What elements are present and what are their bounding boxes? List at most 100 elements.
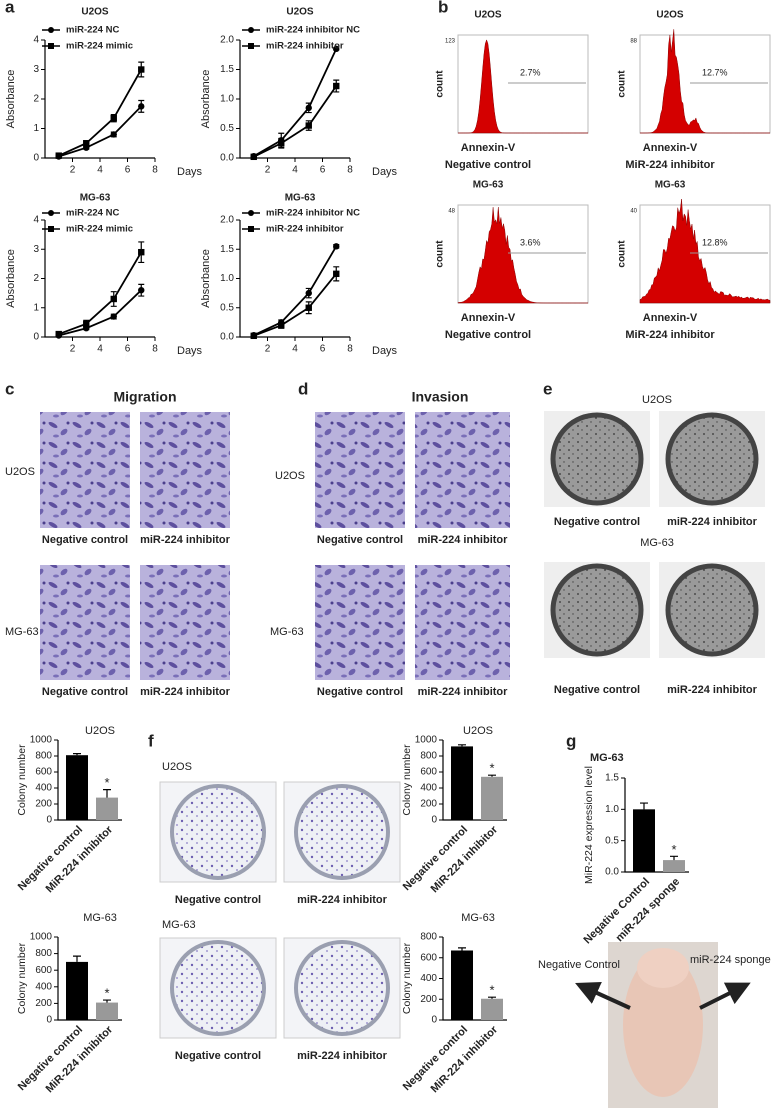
caption: miR-224 inhibitor [667,684,758,696]
chart-title: MG-63 [285,193,316,204]
error-bar [458,744,466,747]
row-label: MG-63 [270,626,304,638]
flow-top-tick: 123 [445,39,456,45]
panel-label: c [5,379,14,398]
legend-marker [248,210,254,216]
y-tick-label: 1.5 [605,773,619,784]
flow-marker: Annexin-V [643,312,698,324]
flow-top-tick: 48 [448,209,455,215]
y-axis-label: Colony number [401,744,413,816]
legend-label: miR-224 inhibitor [266,41,344,52]
series-line [58,251,143,335]
caption: Negative control [554,516,640,528]
x-tick-label: 2 [265,165,271,176]
panel-label: g [566,731,576,750]
x-tick-label: 2 [265,344,271,355]
marker [333,82,340,90]
error-bar [488,774,496,777]
flow-marker: Annexin-V [461,312,516,324]
error-bar [488,996,496,999]
y-axis-label: Colony number [16,942,28,1014]
caption: Negative control [317,686,403,698]
chart-title: U2OS [463,725,493,737]
bar [451,746,473,820]
xenograft-label: Negative Control [538,959,620,971]
series-line [58,69,143,157]
row-label: MG-63 [640,537,674,549]
y-tick-label: 200 [35,998,52,1009]
y-tick-label: 800 [420,932,437,943]
legend-label: miR-224 NC [66,25,119,36]
micrograph [40,412,130,528]
caption: miR-224 inhibitor [140,686,231,698]
significance: * [489,983,494,998]
y-tick-label: 0.0 [220,332,234,343]
legend-marker [48,226,54,232]
mouse [623,953,703,1097]
x-tick-label: 2 [70,165,76,176]
marker [138,248,145,256]
flow-condition: MiR-224 inhibitor [625,159,715,171]
marker [138,103,145,110]
x-tick-label: 8 [152,165,158,176]
flow-title: MG-63 [655,180,686,191]
y-tick-label: 1 [33,123,39,134]
y-tick-label: 0.5 [605,835,619,846]
flow-marker: Annexin-V [461,142,516,154]
y-axis-label: Absorbance [5,249,17,308]
x-axis-label: Days [372,166,398,178]
significance: * [671,842,676,857]
marker [333,270,340,278]
mouse-head [637,948,689,988]
row-label: U2OS [5,466,35,478]
legend-label: miR-224 inhibitor [266,224,344,235]
y-tick-label: 3 [33,64,39,75]
marker [110,131,117,138]
chart-title: MG-63 [590,752,624,764]
y-tick-label: 1 [33,302,39,313]
y-axis-label: Colony number [401,942,413,1014]
legend-marker [248,27,254,33]
micrograph [140,565,230,680]
error-bar [73,753,81,756]
y-axis-label: MiR-224 expression level [583,766,595,884]
error-bar [73,955,81,962]
y-tick-label: 0.5 [220,302,234,313]
y-tick-label: 0 [33,332,39,343]
row-label: U2OS [162,761,192,773]
y-tick-label: 400 [35,981,52,992]
marker [278,322,285,329]
y-tick-label: 400 [420,973,437,984]
dish [170,784,266,880]
y-tick-label: 0 [431,1015,437,1026]
x-tick-label: 6 [320,165,326,176]
bar [96,797,118,820]
bar [451,950,473,1020]
x-axis-label: Days [177,166,203,178]
row-label: U2OS [275,470,305,482]
legend-marker [48,43,54,49]
chart-title: U2OS [81,7,109,18]
x-tick-label: 4 [292,344,298,355]
bar [96,1002,118,1020]
flow-histogram [639,198,771,304]
bar [66,961,88,1020]
x-tick-label: 2 [70,344,76,355]
flow-condition: Negative control [445,329,531,341]
marker [333,45,340,53]
panel-label: f [148,731,154,750]
legend-label: miR-224 inhibitor NC [266,25,360,36]
y-tick-label: 800 [35,751,52,762]
y-tick-label: 1000 [415,735,438,746]
y-tick-label: 0 [431,815,437,826]
significance: * [104,986,109,1001]
panel-label: b [438,0,448,16]
flow-plot [639,34,771,134]
caption: Negative control [175,894,261,906]
y-tick-label: 400 [420,783,437,794]
x-tick-label: 4 [292,165,298,176]
micrograph [315,565,405,680]
flow-histogram [639,29,770,134]
gate-percent: 12.8% [702,237,728,247]
y-axis-label: Absorbance [5,70,17,129]
